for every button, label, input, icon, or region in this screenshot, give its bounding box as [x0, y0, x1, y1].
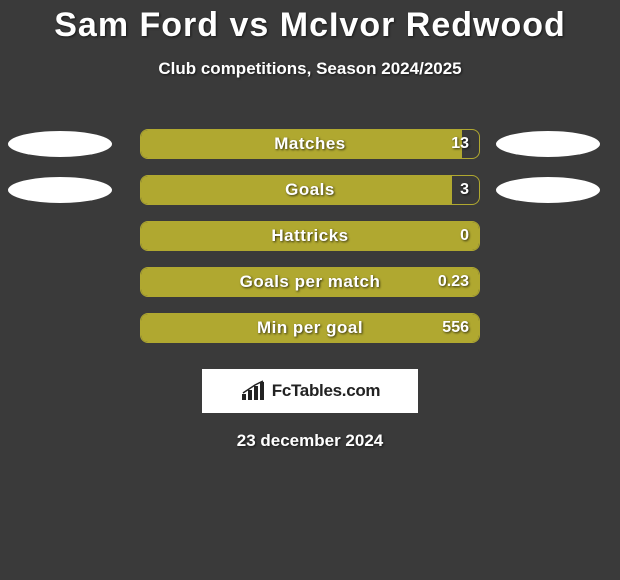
player-right-ellipse: [496, 131, 600, 157]
bar-value: 13: [451, 135, 469, 153]
bar-track: Min per goal556: [140, 313, 480, 343]
bar-value: 0: [460, 227, 469, 245]
bar-value: 556: [442, 319, 469, 337]
date-line: 23 december 2024: [0, 431, 620, 451]
stat-row: Goals per match0.23: [0, 259, 620, 305]
bar-label: Goals: [141, 180, 479, 200]
logo-text: FcTables.com: [272, 381, 381, 401]
bar-label: Matches: [141, 134, 479, 154]
subtitle: Club competitions, Season 2024/2025: [0, 59, 620, 79]
stat-row: Hattricks0: [0, 213, 620, 259]
bar-track: Matches13: [140, 129, 480, 159]
bar-track: Hattricks0: [140, 221, 480, 251]
stat-row: Goals3: [0, 167, 620, 213]
bar-label: Min per goal: [141, 318, 479, 338]
logo-box: FcTables.com: [202, 369, 418, 413]
stat-row: Min per goal556: [0, 305, 620, 351]
player-left-ellipse: [8, 177, 112, 203]
stats-chart: Matches13 Goals3 Hattricks0 Goals per match…: [0, 121, 620, 351]
fctables-icon: [240, 380, 268, 402]
player-right-ellipse: [496, 177, 600, 203]
bar-label: Hattricks: [141, 226, 479, 246]
stat-row: Matches13: [0, 121, 620, 167]
player-left-ellipse: [8, 131, 112, 157]
bar-label: Goals per match: [141, 272, 479, 292]
bar-track: Goals per match0.23: [140, 267, 480, 297]
page-title: Sam Ford vs McIvor Redwood: [0, 0, 620, 45]
bar-value: 3: [460, 181, 469, 199]
bar-value: 0.23: [438, 273, 469, 291]
bar-track: Goals3: [140, 175, 480, 205]
